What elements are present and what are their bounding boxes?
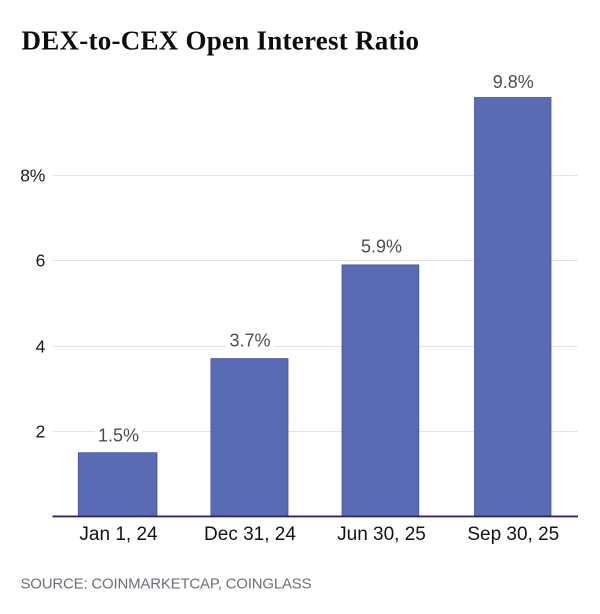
svg-text:Sep 30, 25: Sep 30, 25 (467, 524, 559, 545)
svg-text:6: 6 (36, 251, 45, 271)
svg-text:8%: 8% (20, 166, 45, 186)
svg-text:SOURCE: COINMARKETCAP, COINGLA: SOURCE: COINMARKETCAP, COINGLASS (21, 576, 312, 593)
svg-text:Dec 31, 24: Dec 31, 24 (204, 524, 296, 545)
svg-text:9.8%: 9.8% (493, 72, 534, 92)
svg-text:1.5%: 1.5% (98, 426, 139, 446)
svg-text:5.9%: 5.9% (361, 237, 402, 257)
svg-text:Jun 30, 25: Jun 30, 25 (337, 524, 426, 545)
svg-text:3.7%: 3.7% (229, 331, 270, 351)
svg-text:4: 4 (36, 337, 46, 357)
svg-text:2: 2 (36, 422, 45, 442)
svg-text:DEX-to-CEX Open Interest Ratio: DEX-to-CEX Open Interest Ratio (22, 26, 420, 56)
svg-text:Jan 1, 24: Jan 1, 24 (79, 524, 158, 545)
